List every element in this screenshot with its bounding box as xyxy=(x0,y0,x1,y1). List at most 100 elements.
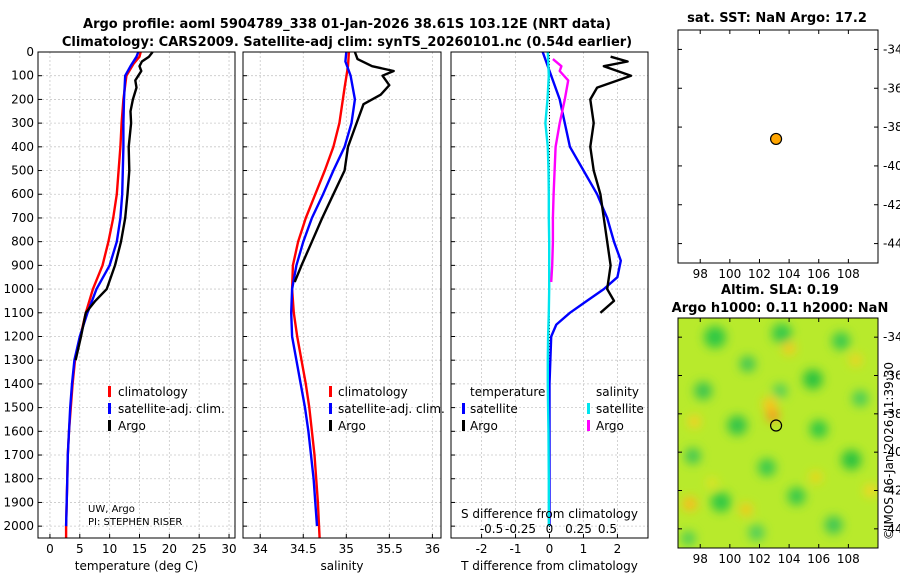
y-tick-label: 700 xyxy=(11,211,34,225)
y-tick-label: -38 xyxy=(883,120,900,134)
legend-swatch-t-satellite xyxy=(462,403,465,414)
legend-label-satellite: satellite-adj. clim. xyxy=(118,402,225,416)
x-tick-label: 0 xyxy=(546,542,554,556)
credit-line-1: UW, Argo xyxy=(88,504,135,515)
x-tick-label: 104 xyxy=(778,267,801,281)
legend-swatch-climatology xyxy=(329,386,332,397)
y-tick-label: 1400 xyxy=(3,377,34,391)
x-tick-label: 20 xyxy=(162,542,177,556)
y-tick-label: 1600 xyxy=(3,424,34,438)
x-tick-label: 100 xyxy=(718,267,741,281)
s-tick-label: -0.25 xyxy=(505,522,536,536)
legend-swatch-satellite xyxy=(108,403,111,414)
y-tick-label: 200 xyxy=(11,92,34,106)
x-tick-label: 106 xyxy=(807,267,830,281)
x-axis-label: temperature (deg C) xyxy=(75,559,198,573)
difference-panel: -2 -1 0 1 2 T difference from climatology S di… xyxy=(450,51,649,573)
sst-map-panel: 98 100 102 104 106 108 -34 -36 -38 -40 -42 -44 xyxy=(677,29,900,281)
series-satellite-adj-clim- xyxy=(64,51,140,527)
series-argo xyxy=(74,51,154,361)
legend-swatch-argo xyxy=(108,420,111,431)
x-axis-label: T difference from climatology xyxy=(460,559,638,573)
y-tick-label: 2000 xyxy=(3,519,34,533)
legend-label-argo: Argo xyxy=(118,419,146,433)
y-tick-label: 1900 xyxy=(3,495,34,509)
legend-label-satellite: satellite-adj. clim. xyxy=(338,402,445,416)
x-tick-label: 34 xyxy=(253,542,268,556)
profile-location-marker xyxy=(769,132,783,146)
y-tick-label: 1300 xyxy=(3,353,34,367)
x-tick-label: 15 xyxy=(132,542,147,556)
sst-map-title: sat. SST: NaN Argo: 17.2 xyxy=(687,11,867,26)
y-tick-label: 600 xyxy=(11,187,34,201)
s-axis-label: S difference from climatology xyxy=(461,507,638,521)
y-tick-label: -42 xyxy=(883,484,900,498)
y-tick-label: -44 xyxy=(883,522,900,536)
x-tick-label: 106 xyxy=(807,552,830,566)
x-tick-label: 102 xyxy=(748,267,771,281)
legend-temperature-header: temperature xyxy=(470,385,545,399)
y-tick-label: 0 xyxy=(26,45,34,59)
y-tick-label: -40 xyxy=(883,159,900,173)
sla-field xyxy=(678,318,878,548)
legend-label-s-satellite: satellite xyxy=(596,402,644,416)
x-tick-label: 5 xyxy=(76,542,84,556)
s-tick-label: 0.5 xyxy=(598,522,617,536)
difference-legend: temperature salinity satellite Argo sate… xyxy=(462,385,644,433)
x-tick-label: 36 xyxy=(425,542,440,556)
legend-swatch-s-argo xyxy=(587,420,590,431)
legend-salinity-header: salinity xyxy=(596,385,639,399)
map-frame xyxy=(677,29,879,264)
legend-swatch-t-argo xyxy=(462,420,465,431)
s-tick-label: 0 xyxy=(546,522,554,536)
sla-map-title-1: Altim. SLA: 0.19 xyxy=(721,283,839,298)
temperature-legend: climatology satellite-adj. clim. Argo xyxy=(108,385,225,433)
x-tick-label: 98 xyxy=(693,267,708,281)
credit-line-2: PI: STEPHEN RISER xyxy=(88,517,182,528)
y-tick-label: -34 xyxy=(883,330,900,344)
plot-area xyxy=(243,52,441,538)
watermark: ©IMOS 06-Jan-2026 11:39:30 xyxy=(882,362,896,540)
y-tick-label: 1800 xyxy=(3,472,34,486)
x-tick-label: 108 xyxy=(837,552,860,566)
y-tick-label: 1700 xyxy=(3,448,34,462)
y-tick-label: 100 xyxy=(11,69,34,83)
y-tick-label: 800 xyxy=(11,235,34,249)
s-tick-label: 0.25 xyxy=(565,522,592,536)
legend-label-climatology: climatology xyxy=(118,385,188,399)
x-tick-label: 98 xyxy=(693,552,708,566)
series-argo xyxy=(293,51,395,283)
y-tick-label: 400 xyxy=(11,140,34,154)
series-s-satellite xyxy=(544,51,551,527)
y-tick-label: 1000 xyxy=(3,282,34,296)
legend-label-argo: Argo xyxy=(338,419,366,433)
legend-label-t-argo: Argo xyxy=(470,419,498,433)
series-t-argo xyxy=(589,55,633,314)
y-tick-label: 900 xyxy=(11,258,34,272)
y-tick-label: 500 xyxy=(11,164,34,178)
salinity-legend: climatology satellite-adj. clim. Argo xyxy=(329,385,445,433)
series-s-argo xyxy=(550,58,570,283)
x-tick-label: 100 xyxy=(718,552,741,566)
x-tick-label: 25 xyxy=(192,542,207,556)
x-tick-label: -2 xyxy=(476,542,488,556)
x-tick-label: 35 xyxy=(339,542,354,556)
x-tick-label: 34.5 xyxy=(290,542,317,556)
legend-label-s-argo: Argo xyxy=(596,419,624,433)
legend-swatch-argo xyxy=(329,420,332,431)
profile-location-marker xyxy=(769,419,783,432)
sla-map-title-2: Argo h1000: 0.11 h2000: NaN xyxy=(672,301,889,316)
y-tick-label: 1200 xyxy=(3,329,34,343)
map-frame xyxy=(677,317,879,549)
x-tick-label: 10 xyxy=(102,542,117,556)
x-tick-label: 1 xyxy=(580,542,588,556)
y-tick-label: 300 xyxy=(11,116,34,130)
map-area xyxy=(678,30,878,263)
legend-swatch-climatology xyxy=(108,386,111,397)
title-line-2: Climatology: CARS2009. Satellite-adj cli… xyxy=(62,35,632,50)
series-satellite-adj-clim- xyxy=(290,51,357,527)
x-tick-label: 30 xyxy=(221,542,236,556)
title-line-1: Argo profile: aoml 5904789_338 01-Jan-20… xyxy=(83,17,611,32)
x-tick-label: 2 xyxy=(614,542,622,556)
